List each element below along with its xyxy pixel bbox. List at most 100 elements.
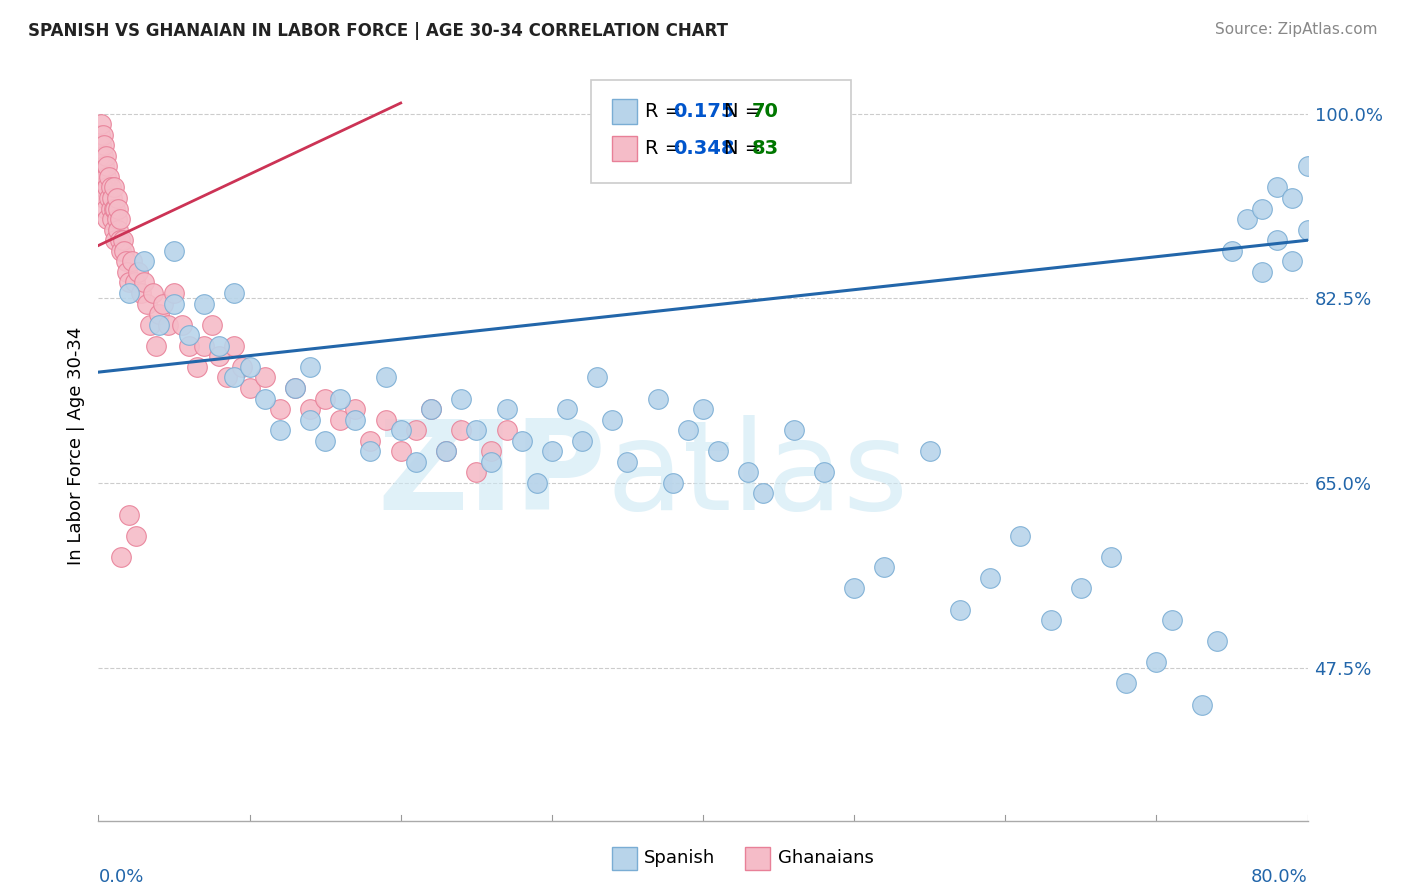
Point [299,412,322,426]
Point [1251,202,1274,216]
Text: N =: N = [724,102,768,121]
Point [163,285,186,300]
Point [105,212,128,227]
Point [124,276,146,290]
Point [979,571,1001,585]
Point [344,412,367,426]
Point [389,444,412,458]
Point [1251,265,1274,279]
Point [526,475,548,490]
Point [93,191,115,205]
Point [96,180,118,194]
Point [186,359,208,374]
Point [96,159,118,173]
Point [132,276,155,290]
Point [434,444,457,458]
Text: 80.0%: 80.0% [1251,868,1308,886]
Point [1296,159,1319,173]
Point [239,359,262,374]
Point [1191,698,1213,712]
Point [139,318,162,332]
Point [1206,634,1229,648]
Point [602,412,624,426]
Point [783,423,806,437]
Text: 70: 70 [752,102,779,121]
Point [434,444,457,458]
Point [1281,254,1303,268]
Point [676,423,699,437]
Point [284,381,307,395]
Point [94,169,117,184]
Text: ZIP: ZIP [378,416,606,536]
Point [103,202,125,216]
Point [108,233,131,247]
Point [752,486,775,500]
Point [163,296,186,310]
Point [1099,549,1122,564]
Point [269,423,291,437]
Point [555,402,578,417]
Point [540,444,562,458]
Text: 83: 83 [752,139,779,159]
Point [844,582,866,596]
Point [127,265,149,279]
Point [90,117,112,131]
Point [481,455,503,469]
Point [299,402,322,417]
Point [135,296,157,310]
Point [179,328,201,343]
Text: Source: ZipAtlas.com: Source: ZipAtlas.com [1215,22,1378,37]
Text: Ghanaians: Ghanaians [778,849,873,867]
Point [115,265,138,279]
Point [495,402,517,417]
Point [253,370,276,384]
Point [374,370,396,384]
Point [224,339,246,353]
Point [170,318,193,332]
Point [89,149,111,163]
Point [89,128,111,142]
Point [284,381,307,395]
Point [949,602,972,616]
Point [93,138,115,153]
Point [344,402,367,417]
Point [90,138,112,153]
Point [918,444,941,458]
Point [105,191,128,205]
Point [156,318,179,332]
Point [239,381,262,395]
Point [1144,656,1167,670]
Point [94,202,117,216]
Point [571,434,593,448]
Y-axis label: In Labor Force | Age 30-34: In Labor Force | Age 30-34 [66,326,84,566]
Point [96,212,118,227]
Point [98,191,121,205]
Point [107,222,129,236]
Point [121,254,143,268]
Point [132,254,155,268]
Point [91,149,114,163]
Point [107,202,129,216]
Point [208,339,231,353]
Point [1039,613,1062,627]
Text: R =: R = [645,139,688,159]
Point [420,402,443,417]
Point [118,508,141,522]
Point [692,402,714,417]
Point [1220,244,1243,258]
Point [1267,180,1289,194]
Point [586,370,609,384]
Point [148,318,170,332]
Point [224,285,246,300]
Point [1115,676,1137,690]
Text: R =: R = [645,102,688,121]
Point [111,233,134,247]
Point [269,402,291,417]
Point [112,244,135,258]
Point [148,307,170,321]
Point [129,285,152,300]
Text: 0.175: 0.175 [673,102,735,121]
Point [1160,613,1182,627]
Point [299,359,322,374]
Point [98,169,121,184]
